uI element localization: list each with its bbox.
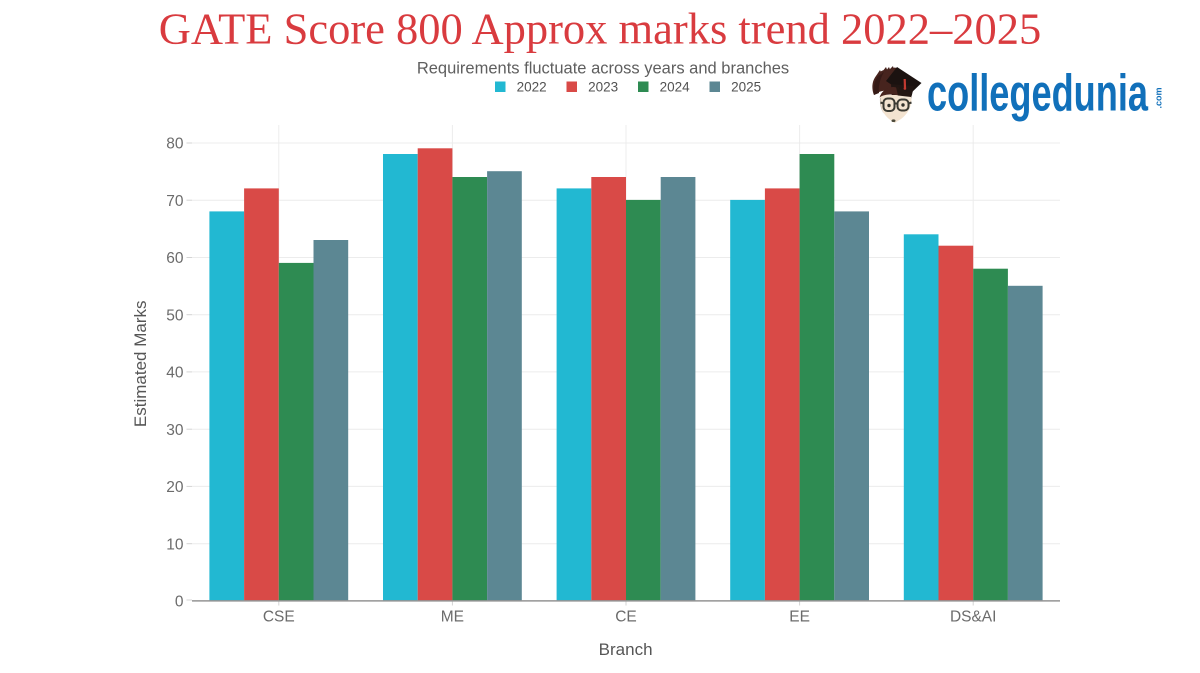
- svg-text:2022: 2022: [517, 80, 547, 95]
- svg-text:2025: 2025: [731, 80, 761, 95]
- svg-text:ME: ME: [441, 609, 464, 626]
- svg-text:.com: .com: [1154, 87, 1164, 108]
- svg-text:20: 20: [166, 479, 184, 496]
- svg-text:0: 0: [175, 594, 184, 611]
- svg-text:Estimated Marks: Estimated Marks: [131, 301, 150, 428]
- svg-text:70: 70: [166, 193, 184, 210]
- svg-text:GATE Score 800 Approx marks tr: GATE Score 800 Approx marks trend 2022–2…: [159, 3, 1041, 53]
- svg-text:EE: EE: [789, 609, 810, 626]
- svg-text:Branch: Branch: [599, 640, 653, 659]
- svg-text:CSE: CSE: [263, 609, 295, 626]
- svg-text:2023: 2023: [588, 80, 618, 95]
- svg-text:Requirements fluctuate across: Requirements fluctuate across years and …: [417, 60, 789, 78]
- svg-text:40: 40: [166, 365, 184, 382]
- svg-text:2024: 2024: [660, 80, 691, 95]
- svg-text:80: 80: [166, 136, 184, 153]
- svg-text:60: 60: [166, 250, 184, 267]
- svg-text:10: 10: [166, 536, 184, 553]
- svg-text:50: 50: [166, 307, 184, 324]
- svg-text:collegedunia: collegedunia: [927, 65, 1149, 123]
- svg-text:DS&AI: DS&AI: [950, 609, 997, 626]
- svg-text:CE: CE: [615, 609, 637, 626]
- svg-text:30: 30: [166, 422, 184, 439]
